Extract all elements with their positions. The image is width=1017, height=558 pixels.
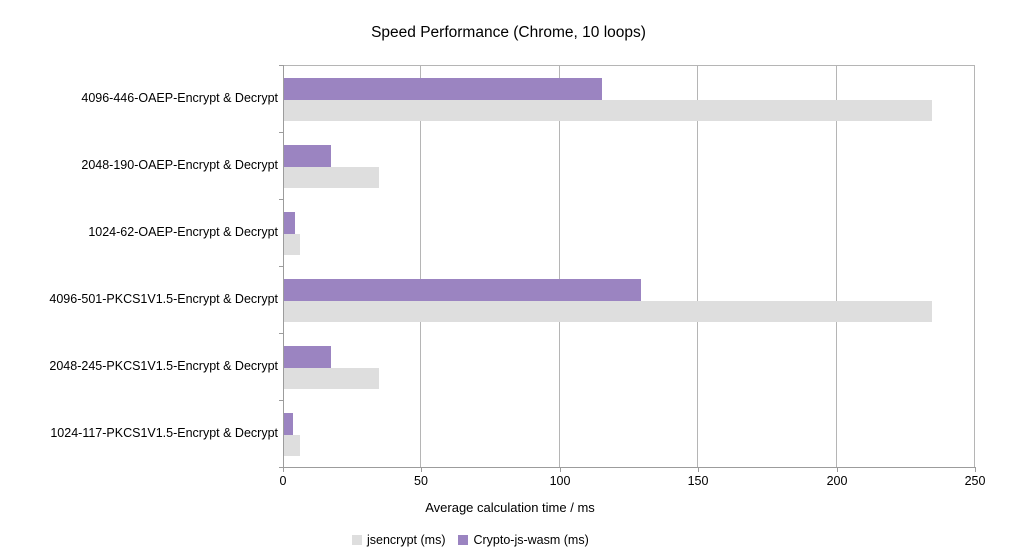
x-tick-label: 200 (826, 474, 848, 488)
category-label: 1024-117-PKCS1V1.5-Encrypt & Decrypt (50, 425, 278, 440)
category-label: 1024-62-OAEP-Encrypt & Decrypt (88, 224, 278, 239)
bar-jsencrypt-ms (284, 367, 379, 389)
y-axis-tick (279, 266, 284, 267)
gridline-x-100 (559, 66, 560, 468)
bar-crypto-js-wasm-ms (284, 346, 331, 368)
x-axis-tick (421, 468, 422, 472)
bar-jsencrypt-ms (284, 166, 379, 188)
y-axis-tick (279, 199, 284, 200)
x-axis-tick (837, 468, 838, 472)
gridline-x-150 (697, 66, 698, 468)
bar-crypto-js-wasm-ms (284, 279, 641, 301)
legend-swatch-icon (352, 535, 362, 545)
legend: jsencrypt (ms) Crypto-js-wasm (ms) (352, 533, 589, 547)
x-axis-tick (283, 468, 284, 472)
bar-crypto-js-wasm-ms (284, 212, 295, 234)
x-tick-label: 100 (549, 474, 571, 488)
category-label: 2048-190-OAEP-Encrypt & Decrypt (81, 157, 278, 172)
gridline-x-50 (420, 66, 421, 468)
y-axis-tick (279, 132, 284, 133)
x-axis-tick (698, 468, 699, 472)
bar-jsencrypt-ms (284, 233, 300, 255)
x-axis-tick (560, 468, 561, 472)
x-axis-title: Average calculation time / ms (425, 500, 595, 515)
y-axis-tick (279, 400, 284, 401)
legend-swatch-icon (458, 535, 469, 545)
bar-crypto-js-wasm-ms (284, 413, 293, 435)
x-tick-label: 50 (414, 474, 428, 488)
x-axis-tick (975, 468, 976, 472)
plot-area (283, 65, 975, 468)
legend-item: jsencrypt (ms) (352, 533, 445, 547)
x-tick-label: 250 (964, 474, 986, 488)
gridline-x-200 (836, 66, 837, 468)
y-axis-tick (279, 333, 284, 334)
y-axis-tick (279, 65, 284, 66)
gridline-x-250 (974, 66, 975, 468)
bar-jsencrypt-ms (284, 99, 932, 121)
legend-label: Crypto-js-wasm (ms) (473, 533, 589, 547)
category-label: 4096-501-PKCS1V1.5-Encrypt & Decrypt (49, 291, 278, 306)
x-axis-line (283, 467, 976, 468)
legend-label: jsencrypt (ms) (367, 533, 446, 547)
bar-crypto-js-wasm-ms (284, 78, 602, 100)
legend-item: Crypto-js-wasm (ms) (458, 533, 589, 547)
y-axis-tick (279, 467, 284, 468)
x-tick-label: 0 (279, 474, 287, 488)
category-label: 4096-446-OAEP-Encrypt & Decrypt (81, 90, 278, 105)
bar-jsencrypt-ms (284, 300, 932, 322)
x-tick-label: 150 (687, 474, 709, 488)
bar-crypto-js-wasm-ms (284, 145, 331, 167)
bar-jsencrypt-ms (284, 434, 300, 456)
chart-title: Speed Performance (Chrome, 10 loops) (371, 24, 646, 41)
category-label: 2048-245-PKCS1V1.5-Encrypt & Decrypt (49, 358, 278, 373)
